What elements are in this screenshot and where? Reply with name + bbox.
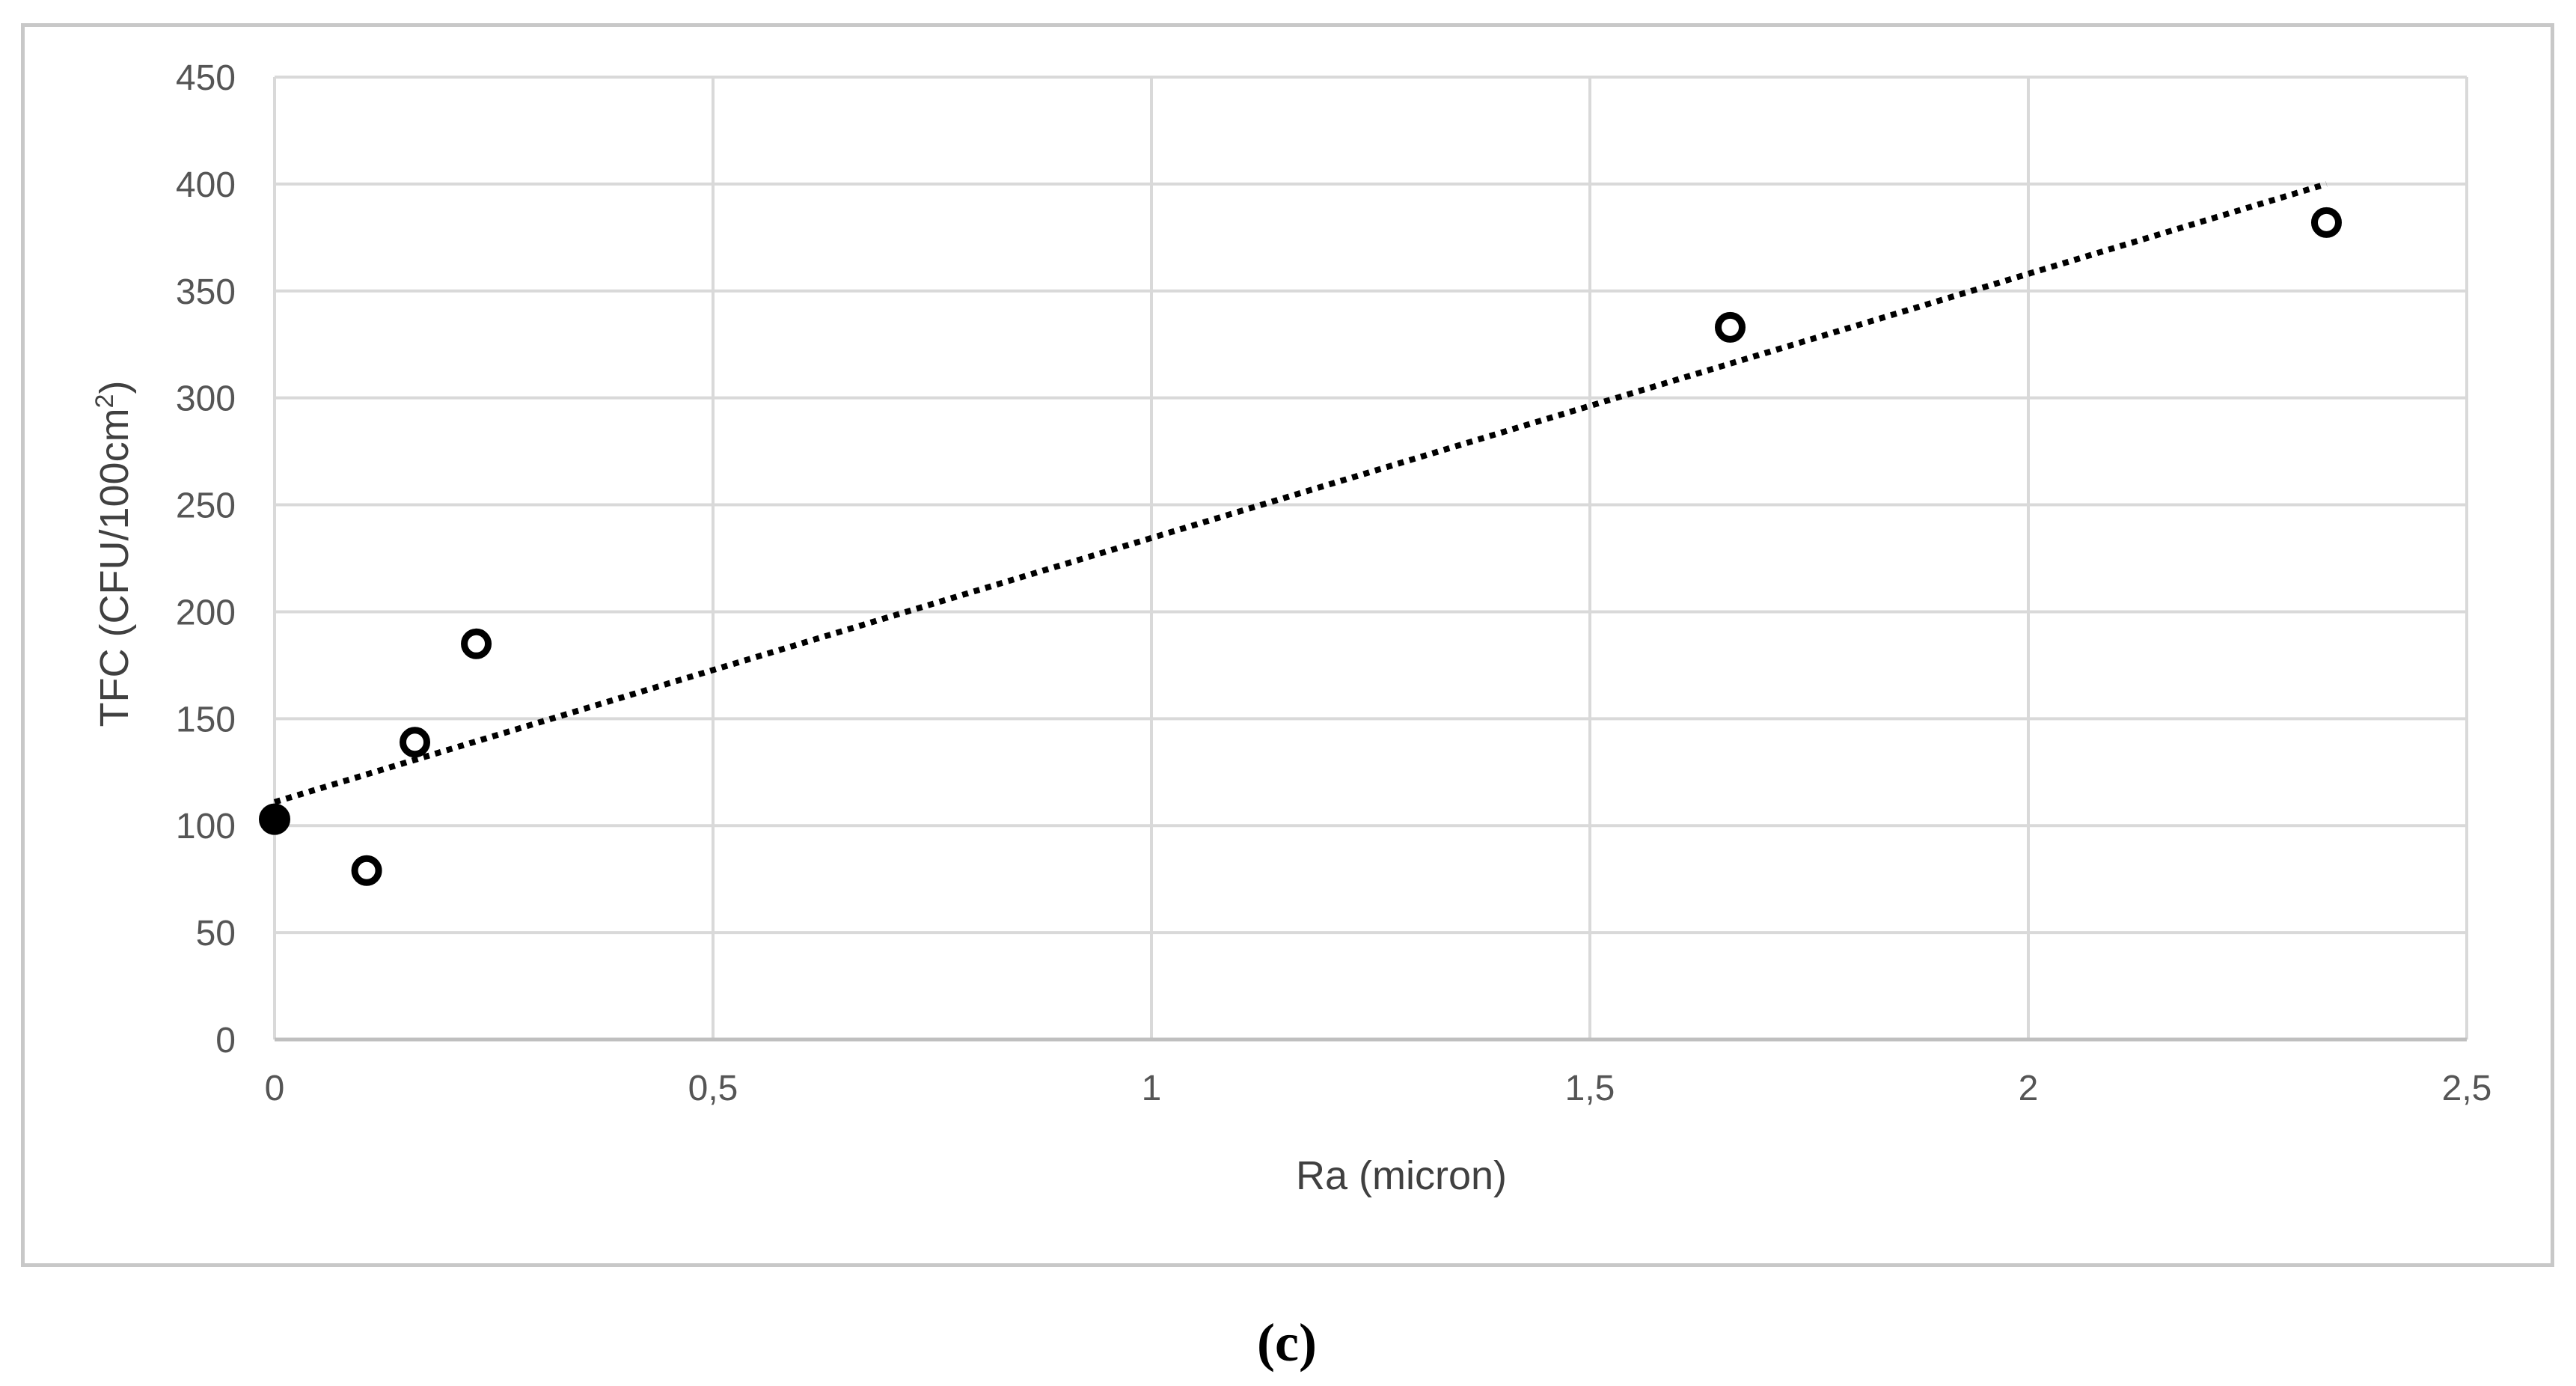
y-tick-label: 450	[176, 58, 236, 98]
y-tick-label: 400	[176, 165, 236, 205]
data-point-filled	[259, 803, 290, 835]
x-axis-title: Ra (micron)	[1296, 1153, 1507, 1198]
x-tick-label: 1	[1142, 1069, 1162, 1108]
trendline	[273, 181, 2328, 805]
chart-frame	[21, 23, 2554, 1267]
data-point-open	[461, 628, 492, 659]
x-tick-label: 0,5	[688, 1069, 738, 1108]
grid-layer	[273, 76, 2468, 1040]
x-tick-label: 0	[265, 1069, 285, 1108]
x-tick-label: 2,5	[2442, 1069, 2492, 1108]
data-point-open	[351, 855, 382, 886]
data-point-open	[400, 727, 431, 758]
y-tick-label: 200	[176, 593, 236, 632]
y-axis-title-base: TFC (CFU/100cm	[92, 408, 137, 727]
data-points-layer	[259, 207, 2342, 886]
y-tick-label: 350	[176, 272, 236, 312]
tick-labels-layer: 0 50 100 150 200 250 300 350 400 450 0 0,5 1 1,5 2 2,5	[176, 58, 2491, 1108]
y-tick-label: 300	[176, 379, 236, 419]
y-axis-title-close: )	[92, 381, 137, 394]
y-axis-title-superscript: 2	[91, 394, 119, 409]
y-tick-label: 100	[176, 807, 236, 846]
data-point-open	[2310, 207, 2342, 238]
data-point-open	[1715, 311, 1746, 343]
x-tick-label: 2	[2019, 1069, 2039, 1108]
panel-caption: (c)	[1257, 1313, 1317, 1373]
y-tick-label: 250	[176, 486, 236, 526]
y-tick-label: 0	[215, 1021, 236, 1060]
x-tick-label: 1,5	[1565, 1069, 1615, 1108]
y-axis-title: TFC (CFU/100cm2)	[91, 381, 137, 727]
y-tick-label: 150	[176, 700, 236, 739]
trendline-layer	[273, 181, 2328, 805]
y-tick-label: 50	[196, 914, 236, 953]
